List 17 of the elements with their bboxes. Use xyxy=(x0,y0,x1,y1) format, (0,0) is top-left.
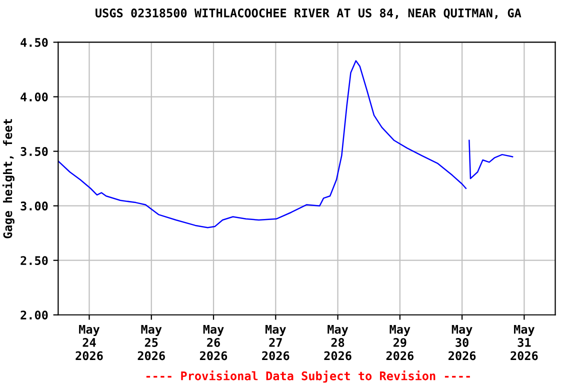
x-tick-label: May 30 2026 xyxy=(448,324,476,360)
x-tick-label: May 24 2026 xyxy=(76,324,103,360)
x-tick-label: May 28 2026 xyxy=(324,324,352,360)
y-tick-label: 4.50 xyxy=(20,38,48,47)
x-tick-label: May 26 2026 xyxy=(200,324,228,360)
y-tick-label: 2.00 xyxy=(20,310,48,320)
y-tick-label: 4.00 xyxy=(20,92,48,102)
x-tick-label: May 27 2026 xyxy=(262,324,290,360)
y-tick-label: 3.50 xyxy=(20,147,48,156)
x-tick-label: May 25 2026 xyxy=(138,324,165,360)
chart-title: USGS 02318500 WITHLACOOCHEE RIVER AT US 84, NEAR QUITMAN, GA xyxy=(96,8,522,19)
y-tick-label: 3.00 xyxy=(20,202,48,210)
x-tick-label: May 31 2026 xyxy=(510,324,538,360)
y-tick-label: 2.50 xyxy=(20,256,48,266)
x-tick-label: May 29 2026 xyxy=(386,324,414,360)
y-axis-title: Gage height, feet xyxy=(2,119,14,238)
text: ---- Provisional Data Subject to Revision ---- xyxy=(146,370,470,383)
